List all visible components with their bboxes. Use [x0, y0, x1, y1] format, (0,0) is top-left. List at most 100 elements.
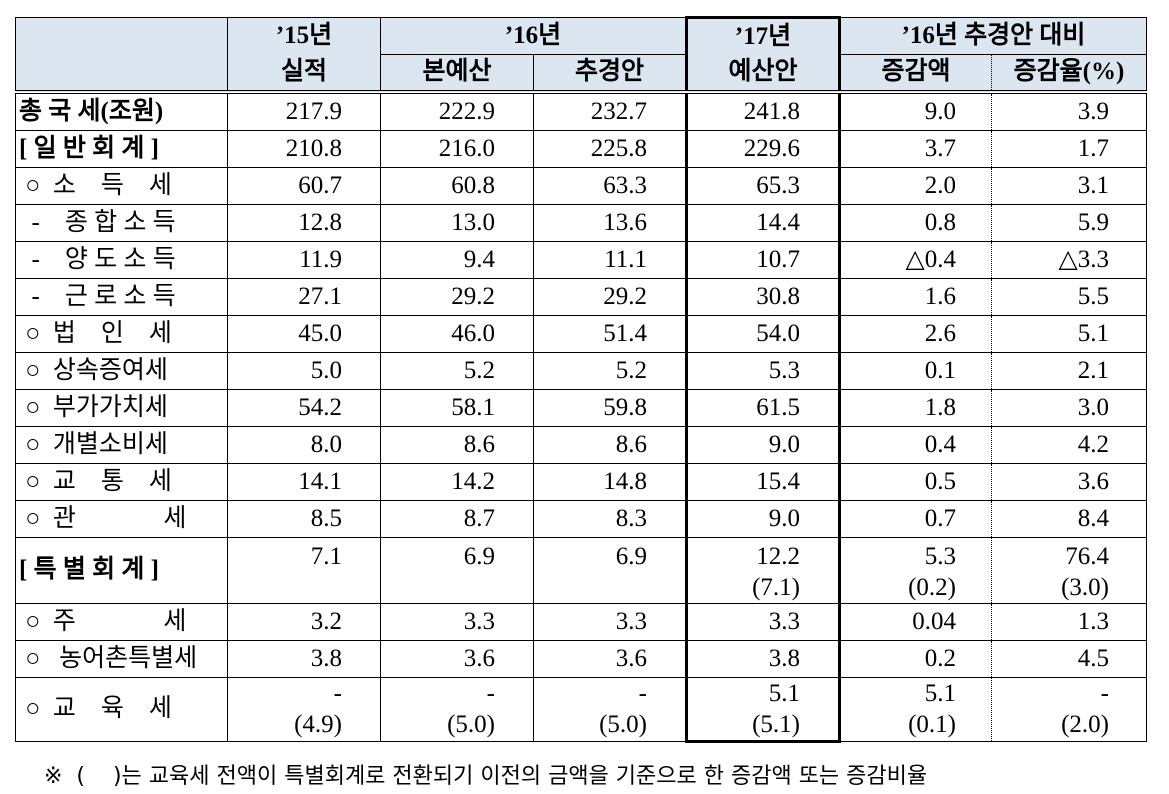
table-row: ○ 개별소비세 8.0 8.6 8.6 9.0 0.4 4.2: [15, 425, 1147, 464]
cell-y15: 11.9: [227, 240, 381, 279]
table-row-education-tax: ○ 교 육 세 - (4.9) - (5.0) - (5.0) 5.1 (5.1…: [15, 676, 1147, 743]
row-label: [ 일 반 회 계 ]: [15, 129, 228, 168]
cell-y17: 14.4: [685, 203, 841, 242]
table-row-total: 총 국 세(조원) 217.9 222.9 232.7 241.8 9.0 3.…: [15, 91, 1147, 131]
cell-diff: 2.6: [839, 314, 992, 353]
cell-y17: 229.6: [685, 129, 841, 168]
cell-y15: 54.2: [227, 388, 381, 427]
cell-value: 6.9: [615, 542, 647, 570]
cell-diff: 0.2: [839, 639, 992, 678]
cell-subvalue: (2.0): [1061, 711, 1109, 738]
cell-value: 6.9: [463, 542, 495, 570]
cell-y16-supp: 6.9: [533, 536, 687, 604]
cell-y16-supp: 5.2: [533, 351, 687, 390]
cell-diff: 3.7: [839, 129, 992, 168]
cell-y16-supp: 8.6: [533, 425, 687, 464]
cell-rate: 3.6: [991, 462, 1147, 501]
cell-y15: 45.0: [227, 314, 381, 353]
cell-y17: 30.8: [685, 277, 841, 316]
header-y16-supp: 추경안: [533, 53, 687, 94]
cell-value: 5.3: [924, 542, 956, 570]
cell-rate: 1.7: [991, 129, 1147, 168]
cell-value: 76.4: [1065, 542, 1109, 570]
footnote: ※ ( )는 교육세 전액이 특별회계로 전환되기 이전의 금액을 기준으로 한…: [44, 764, 928, 789]
cell-y17: 54.0: [685, 314, 841, 353]
tax-revenue-table: ’15년 ’16년 ’17년 ’16년 추경안 대비 실적 본예산 추경안 예산…: [15, 16, 1147, 743]
header-y15-top: ’15년: [227, 17, 381, 54]
cell-y16-supp: 14.8: [533, 462, 687, 501]
cell-y15: 8.0: [227, 425, 381, 464]
cell-y16-supp: 3.6: [533, 639, 687, 678]
row-label: - 종 합 소 득: [15, 203, 228, 242]
cell-subvalue: (0.1): [908, 711, 956, 738]
cell-diff: △0.4: [839, 240, 992, 279]
table-row: ○ 부가가치세 54.2 58.1 59.8 61.5 1.8 3.0: [15, 388, 1147, 427]
cell-y17: 65.3: [685, 166, 841, 205]
cell-y15: 210.8: [227, 129, 381, 168]
cell-value: 12.2: [756, 542, 800, 570]
cell-rate: 5.5: [991, 277, 1147, 316]
cell-y17: 5.3: [685, 351, 841, 390]
cell-rate: 3.1: [991, 166, 1147, 205]
cell-y16-base: 46.0: [380, 314, 534, 353]
cell-y15: 217.9: [227, 91, 381, 131]
cell-y16-supp: 29.2: [533, 277, 687, 316]
table-row: ○ 주 세 3.2 3.3 3.3 3.3 0.04 1.3: [15, 602, 1147, 641]
cell-y16-base: 9.4: [380, 240, 534, 279]
cell-subvalue: (3.0): [1061, 573, 1109, 601]
cell-y17: 241.8: [685, 91, 841, 131]
header-y15-bottom: 실적: [227, 54, 381, 94]
cell-y16-base: - (5.0): [380, 676, 534, 742]
cell-y16-base: 3.3: [380, 602, 534, 641]
row-label: ○ 소 득 세: [15, 166, 228, 205]
cell-rate: 5.9: [991, 203, 1147, 242]
cell-y16-base: 29.2: [380, 277, 534, 316]
table-row: ○ 소 득 세 60.7 60.8 63.3 65.3 2.0 3.1: [15, 166, 1147, 205]
cell-y16-supp: 3.3: [533, 602, 687, 641]
cell-rate: 4.5: [991, 639, 1147, 678]
cell-y17: 9.0: [685, 499, 841, 538]
cell-rate: 5.1: [991, 314, 1147, 353]
header-y16-base: 본예산: [380, 53, 534, 94]
cell-y17: 9.0: [685, 425, 841, 464]
cell-value: -: [333, 680, 342, 707]
cell-y17: 15.4: [685, 462, 841, 501]
cell-y16-supp: 51.4: [533, 314, 687, 353]
cell-y17: 12.2 (7.1): [685, 536, 841, 604]
cell-rate: 2.1: [991, 351, 1147, 390]
cell-y15: 12.8: [227, 203, 381, 242]
cell-y15: 8.5: [227, 499, 381, 538]
cell-y15: - (4.9): [227, 676, 381, 742]
row-label: ○ 상속증여세: [15, 351, 228, 390]
cell-rate: 76.4 (3.0): [991, 536, 1147, 604]
cell-y16-base: 3.6: [380, 639, 534, 678]
cell-diff: 1.8: [839, 388, 992, 427]
cell-diff: 1.6: [839, 277, 992, 316]
cell-y16-supp: 59.8: [533, 388, 687, 427]
cell-y15: 7.1: [227, 536, 381, 604]
cell-rate: - (2.0): [991, 676, 1147, 742]
cell-subvalue: (0.2): [908, 573, 956, 601]
cell-rate: 3.0: [991, 388, 1147, 427]
row-label: 총 국 세(조원): [15, 91, 228, 131]
cell-y17: 3.8: [685, 639, 841, 678]
cell-y16-supp: 8.3: [533, 499, 687, 538]
cell-subvalue: (4.9): [294, 711, 342, 738]
cell-y16-supp: 63.3: [533, 166, 687, 205]
cell-value: 5.1: [768, 679, 800, 707]
header-diff: 증감액: [839, 53, 992, 94]
row-label: ○ 관 세: [15, 499, 228, 538]
row-label: ○ 부가가치세: [15, 388, 228, 427]
header-y16-group: ’16년: [380, 17, 687, 55]
cell-rate: 3.9: [991, 91, 1147, 131]
cell-diff: 0.1: [839, 351, 992, 390]
table-row: - 근 로 소 득 27.1 29.2 29.2 30.8 1.6 5.5: [15, 277, 1147, 316]
cell-y17: 3.3: [685, 602, 841, 641]
cell-y16-base: 5.2: [380, 351, 534, 390]
table-row: ○ 농어촌특별세 3.8 3.6 3.6 3.8 0.2 4.5: [15, 639, 1147, 678]
cell-rate: △3.3: [991, 240, 1147, 279]
row-label: ○ 교 육 세: [15, 676, 228, 742]
cell-y15: 14.1: [227, 462, 381, 501]
row-label: ○ 농어촌특별세: [15, 639, 228, 678]
cell-y16-base: 222.9: [380, 91, 534, 131]
